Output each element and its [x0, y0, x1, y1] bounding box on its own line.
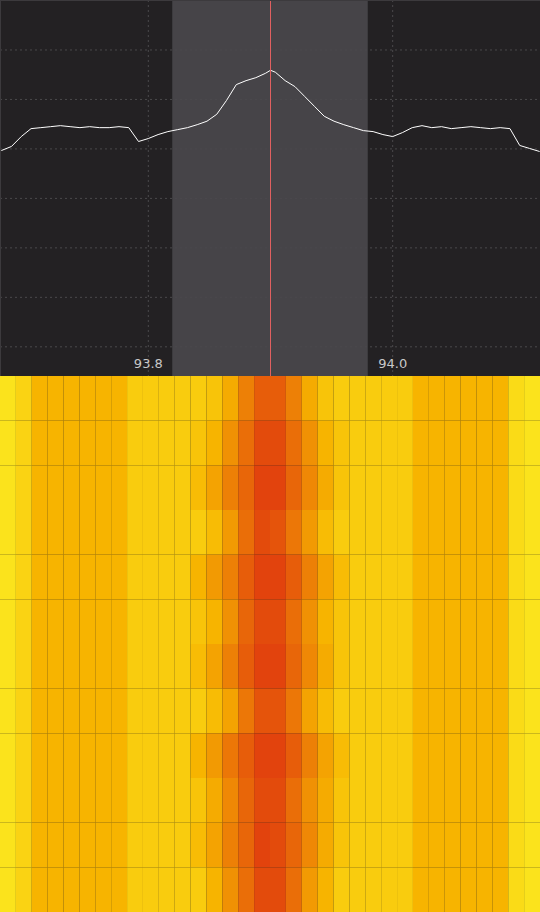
svg-text:94.0: 94.0	[378, 356, 407, 371]
svg-text:93.8: 93.8	[134, 356, 163, 371]
